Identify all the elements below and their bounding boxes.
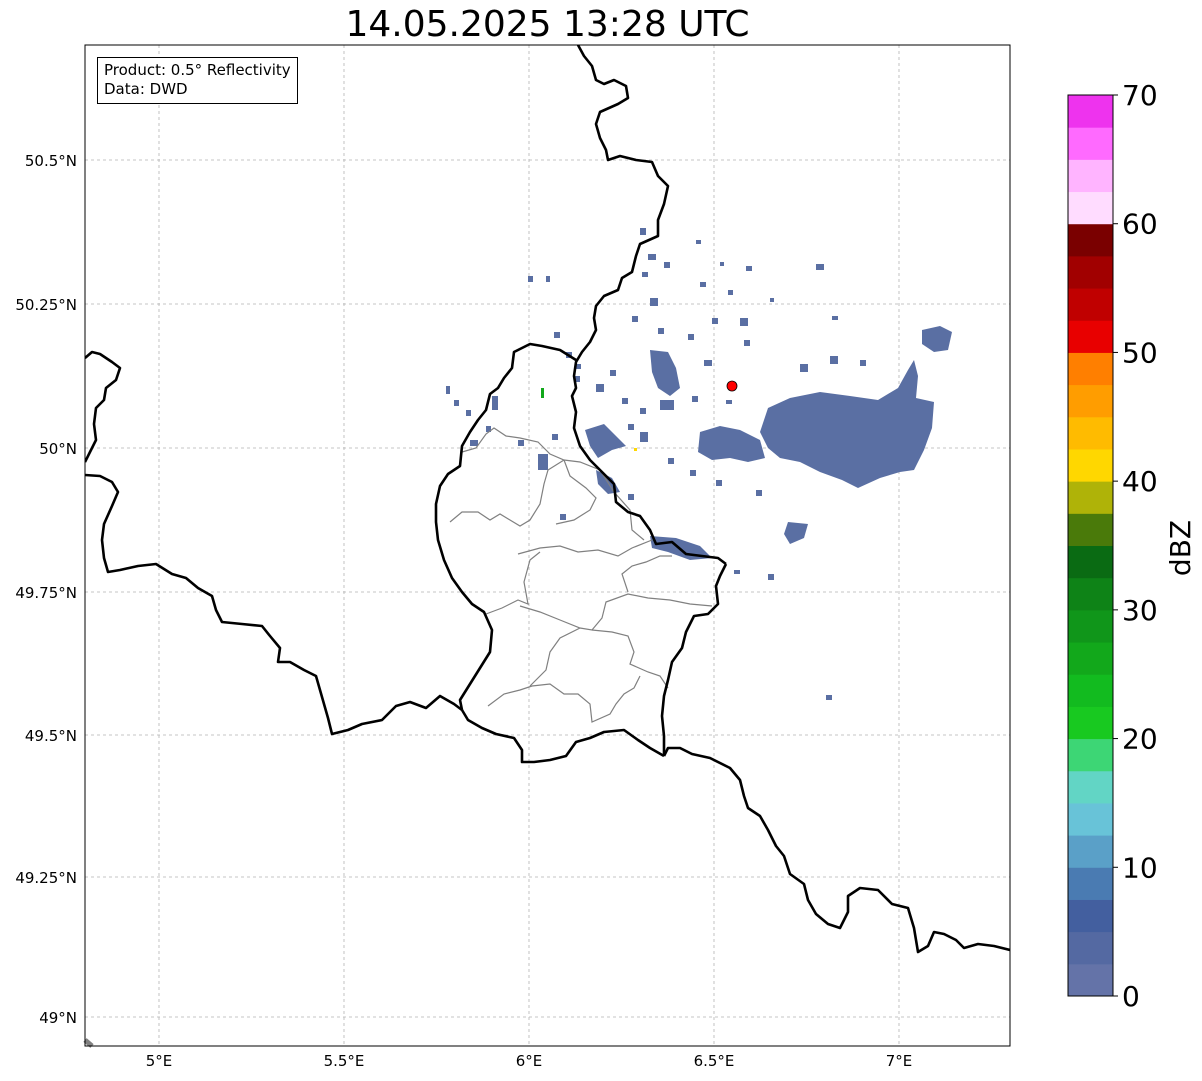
radar-site-marker[interactable] xyxy=(726,380,738,392)
lon-tick-label: 6°E xyxy=(516,1052,543,1070)
colorbar-segment xyxy=(1068,835,1113,868)
colorbar-segment xyxy=(1068,545,1113,579)
echo-cluster-center xyxy=(698,426,765,462)
echo-cluster-river xyxy=(585,424,626,458)
colorbar-segment xyxy=(1068,384,1113,418)
colorbar-segment xyxy=(1068,320,1113,353)
colorbar-segment xyxy=(1068,255,1113,289)
radar-echoes xyxy=(446,228,952,700)
echo-cluster-north xyxy=(650,350,680,396)
colorbar-segment xyxy=(1068,642,1113,675)
colorbar-tick-label: 0 xyxy=(1122,980,1140,1013)
echo-cluster-ne xyxy=(922,326,952,352)
border-lu-de xyxy=(660,563,728,756)
colorbar-segment xyxy=(1068,609,1113,643)
border-be-lu xyxy=(434,342,577,711)
lat-tick-label: 49.75°N xyxy=(15,584,77,602)
colorbar-tick-label: 60 xyxy=(1122,208,1158,241)
echo-cluster-east xyxy=(760,360,934,488)
corner-boundary xyxy=(83,1038,94,1048)
lat-axis-labels: 50.5°N 50.25°N 50°N 49.75°N 49.5°N 49.25… xyxy=(15,152,77,1027)
colorbar-label: dBZ xyxy=(1164,520,1197,576)
colorbar-segment xyxy=(1068,191,1113,225)
lon-tick-label: 5.5°E xyxy=(324,1052,365,1070)
data-source-text: Data: DWD xyxy=(104,80,188,98)
colorbar-tick-label: 10 xyxy=(1122,851,1158,884)
border-be-fr xyxy=(85,473,463,736)
colorbar-segment xyxy=(1068,899,1113,933)
scattered-echoes xyxy=(446,228,866,700)
echo-yellow xyxy=(634,448,637,451)
lat-tick-label: 49°N xyxy=(39,1009,77,1027)
lat-tick-label: 50°N xyxy=(39,440,77,458)
admin-boundaries xyxy=(449,427,713,723)
map-title: 14.05.2025 13:28 UTC xyxy=(345,4,750,45)
map-area[interactable] xyxy=(85,45,1010,1046)
colorbar-segment xyxy=(1068,416,1113,450)
colorbar-segment xyxy=(1068,706,1113,740)
colorbar-segment xyxy=(1068,448,1113,482)
colorbar-tick-label: 40 xyxy=(1122,465,1158,498)
colorbar-segment xyxy=(1068,867,1113,900)
colorbar-frame xyxy=(1067,94,1114,997)
colorbar-segment xyxy=(1068,931,1113,965)
colorbar-segment xyxy=(1068,963,1113,997)
colorbar-segment xyxy=(1068,577,1113,611)
colorbar-segment xyxy=(1068,223,1113,257)
echo-green xyxy=(541,388,544,398)
colorbar-segment xyxy=(1068,738,1113,772)
colorbar-tick-label: 30 xyxy=(1122,594,1158,627)
colorbar-segment xyxy=(1068,352,1113,386)
border-be-de xyxy=(570,45,727,566)
lat-tick-label: 49.5°N xyxy=(25,727,77,745)
colorbar-segment xyxy=(1068,770,1113,804)
national-borders xyxy=(85,45,1010,954)
lon-tick-label: 5°E xyxy=(146,1052,173,1070)
colorbar-tick-label: 20 xyxy=(1122,723,1158,756)
echo-cluster-se xyxy=(784,522,808,544)
colorbar-segment xyxy=(1068,288,1113,321)
colorbar-segment xyxy=(1068,513,1113,546)
colorbar-segment xyxy=(1068,674,1113,707)
lon-tick-label: 7°E xyxy=(886,1052,913,1070)
product-text: Product: 0.5° Reflectivity xyxy=(104,61,291,79)
lon-axis-labels: 5°E 5.5°E 6°E 6.5°E 7°E xyxy=(146,1052,913,1070)
colorbar-segment xyxy=(1068,127,1113,160)
colorbar-tick-label: 70 xyxy=(1122,79,1158,112)
border-be-fr-north xyxy=(85,350,122,463)
colorbar-segment xyxy=(1068,95,1113,128)
lat-tick-label: 49.25°N xyxy=(15,869,77,887)
info-box: Product: 0.5° Reflectivity Data: DWD xyxy=(97,57,298,104)
border-lu-fr xyxy=(460,709,665,764)
graticule xyxy=(85,45,1010,1046)
lat-tick-label: 50.25°N xyxy=(15,296,77,314)
colorbar-segment xyxy=(1068,159,1113,193)
lat-tick-label: 50.5°N xyxy=(25,152,77,170)
lon-tick-label: 6.5°E xyxy=(694,1052,735,1070)
colorbar-segment xyxy=(1068,481,1113,514)
colorbar-ticks: 0 10 20 30 40 50 60 70 xyxy=(1113,79,1158,1013)
colorbar xyxy=(1068,95,1113,997)
map-frame xyxy=(84,44,1011,1047)
colorbar-tick-label: 50 xyxy=(1122,336,1158,369)
colorbar-segment xyxy=(1068,802,1113,836)
border-fr-de xyxy=(662,746,1010,954)
